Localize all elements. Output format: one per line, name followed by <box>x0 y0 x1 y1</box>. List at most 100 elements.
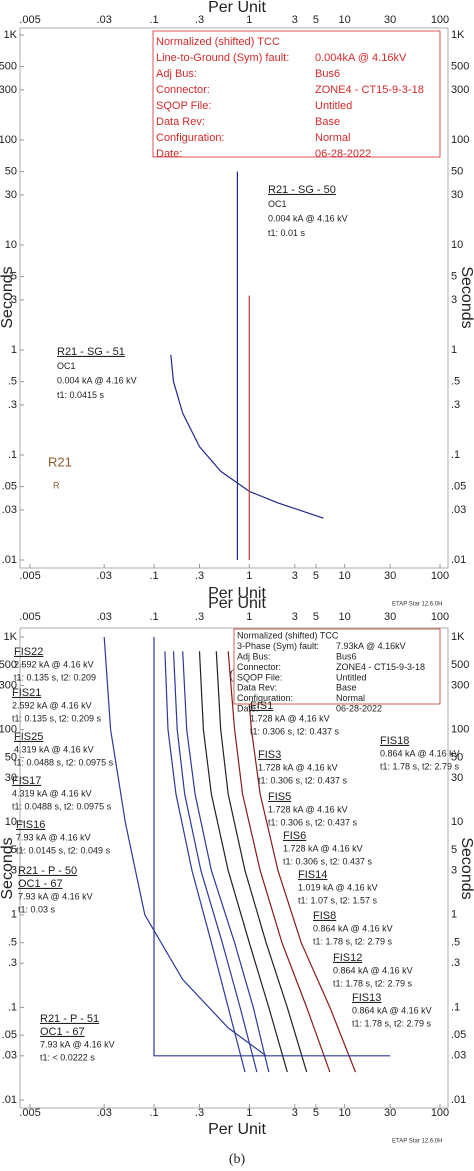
x-tick-label: 30 <box>384 14 396 26</box>
x-tick-label: .03 <box>97 570 112 582</box>
y-tick-label: 50 <box>5 751 17 763</box>
x-tick-label: .3 <box>195 611 204 623</box>
y-tick-label: .3 <box>451 957 460 969</box>
y-tick-label: .5 <box>451 937 460 949</box>
x-tick-label: 3 <box>292 14 298 26</box>
y-tick-label: 500 <box>451 659 469 671</box>
y-tick-label: .01 <box>2 554 17 566</box>
x-tick-label: 100 <box>431 1107 449 1119</box>
annotation-text: 1.728 kA @ 4.16 kV <box>250 713 330 723</box>
y-tick-label: .03 <box>451 504 466 516</box>
x-tick-label: 1 <box>246 611 252 623</box>
plot-frame <box>19 27 449 569</box>
y-tick-label: 10 <box>5 239 17 251</box>
y-tick-label: 100 <box>0 724 17 736</box>
x-tick-label: 100 <box>431 14 449 26</box>
y-tick-label: .1 <box>8 1001 17 1013</box>
y-tick-label: .3 <box>451 399 460 411</box>
annotation-text: t1: 0.0415 s <box>57 390 105 400</box>
y-tick-label: .05 <box>2 481 17 493</box>
caption: (b) <box>229 1152 246 1167</box>
y-tick-label: 300 <box>0 679 17 691</box>
y-tick-label: .03 <box>451 1050 466 1062</box>
x-tick-label: 3 <box>292 570 298 582</box>
annotation-text: t1: 0.306 s, t2: 0.437 s <box>258 775 348 785</box>
info-key: 3-Phase (Sym) fault: <box>237 641 319 651</box>
series-line <box>164 651 246 1073</box>
annotation-text: R <box>53 480 60 490</box>
annotation-heading: FIS5 <box>268 791 291 803</box>
x-tick-label: .3 <box>195 1107 204 1119</box>
x-tick-label: 5 <box>313 14 319 26</box>
y-tick-label: 1 <box>451 909 457 921</box>
annotation-text: t1: 1.78 s, t2: 2.79 s <box>380 761 460 771</box>
info-key: Date: <box>237 703 259 713</box>
annotation-heading: R21 - SG - 51 <box>57 346 125 358</box>
y-tick-label: 1 <box>451 344 457 356</box>
y-axis-title: Seconds <box>458 266 474 328</box>
annotation-text: R21 <box>48 454 72 469</box>
y-tick-label: 50 <box>451 166 463 178</box>
info-value: ZONE4 - CT15-9-3-18 <box>315 84 424 96</box>
annotation-text: 7.93 kA @ 4.16 kV <box>40 1039 115 1049</box>
annotation-heading: FIS6 <box>283 830 306 842</box>
x-tick-label: .005 <box>19 611 40 623</box>
annotation-heading: OC1 - 67 <box>40 1026 85 1038</box>
annotation-text: OC1 <box>268 199 287 209</box>
y-tick-label: 1K <box>451 29 465 41</box>
info-value: Bus6 <box>336 651 357 661</box>
plot-frame <box>19 627 449 1109</box>
y-tick-label: 10 <box>451 239 463 251</box>
y-tick-label: .3 <box>8 957 17 969</box>
annotation-text: t1: 0.03 s <box>18 904 56 914</box>
y-tick-label: 1K <box>4 29 18 41</box>
annotation-text: t1: 0.0488 s, t2: 0.0975 s <box>14 757 114 767</box>
x-tick-label: .03 <box>97 611 112 623</box>
x-tick-label: .03 <box>97 14 112 26</box>
annotation-text: t1: 0.0488 s, t2: 0.0975 s <box>12 801 112 811</box>
annotation-text: 1.728 kA @ 4.16 kV <box>258 762 338 772</box>
x-tick-label: 10 <box>339 14 351 26</box>
y-tick-label: 50 <box>5 166 17 178</box>
y-tick-label: .01 <box>2 1094 17 1106</box>
series-line <box>215 651 308 1073</box>
x-tick-label: .03 <box>97 1107 112 1119</box>
series-line <box>227 651 331 1073</box>
x-tick-label: 5 <box>313 1107 319 1119</box>
y-tick-label: 3 <box>451 294 457 306</box>
info-key: Connector: <box>156 84 210 96</box>
y-tick-label: 100 <box>451 134 469 146</box>
y-axis-title: Seconds <box>0 837 16 899</box>
annotation-text: 2.592 kA @ 4.16 kV <box>14 659 94 669</box>
info-key: Adj Bus: <box>237 651 271 661</box>
y-tick-label: .5 <box>8 376 17 388</box>
y-tick-label: 30 <box>451 189 463 201</box>
annotation-heading: FIS21 <box>12 687 41 699</box>
annotation-text: t1: 1.07 s, t2: 1.57 s <box>298 895 378 905</box>
y-tick-label: 50 <box>451 751 463 763</box>
y-tick-label: .5 <box>8 937 17 949</box>
info-value: 0.004kA @ 4.16kV <box>315 52 407 64</box>
x-tick-label: 30 <box>384 1107 396 1119</box>
annotation-heading: FIS14 <box>298 869 327 881</box>
annotation-heading: R21 - P - 51 <box>40 1013 99 1025</box>
y-tick-label: 5 <box>11 271 17 283</box>
annotation-heading: FIS25 <box>14 731 43 743</box>
series-line <box>170 354 324 519</box>
x-tick-label: .1 <box>149 570 158 582</box>
info-key: Configuration: <box>156 132 225 144</box>
annotation-text: t1: 1.78 s, t2: 2.79 s <box>313 936 393 946</box>
annotation-heading: FIS8 <box>313 910 336 922</box>
y-axis-title: Seconds <box>458 837 474 899</box>
x-tick-label: 10 <box>339 611 351 623</box>
annotation-heading: FIS1 <box>250 700 273 712</box>
info-value: 06-28-2022 <box>336 703 382 713</box>
annotation-text: 1.019 kA @ 4.16 kV <box>298 882 378 892</box>
annotation-text: 2.592 kA @ 4.16 kV <box>12 700 92 710</box>
y-tick-label: 5 <box>451 271 457 283</box>
y-tick-label: .01 <box>451 554 466 566</box>
y-tick-label: 5 <box>451 844 457 856</box>
annotation-heading: FIS17 <box>12 775 41 787</box>
x-tick-label: .005 <box>19 1107 40 1119</box>
x-tick-label: .3 <box>195 14 204 26</box>
